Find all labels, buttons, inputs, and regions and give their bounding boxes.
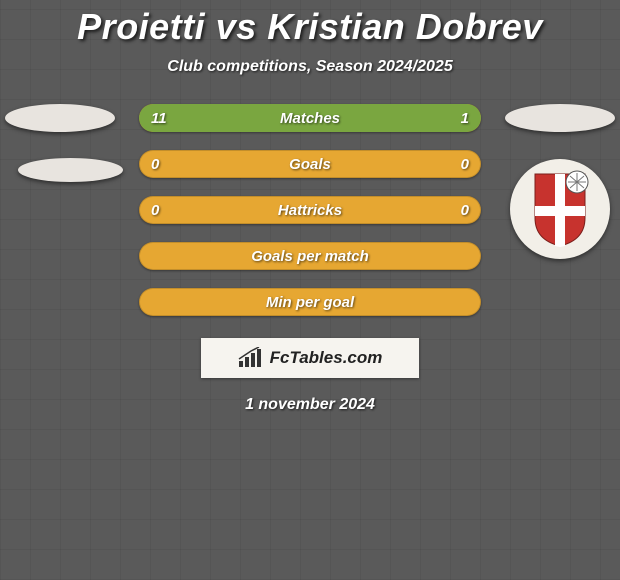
header: Proietti vs Kristian Dobrev Club competi…	[0, 0, 620, 76]
bars-icon	[238, 347, 264, 369]
stat-bars: 11 Matches 1 0 Goals 0 0 Hattricks 0 Goa…	[139, 104, 481, 316]
snapshot-date: 1 november 2024	[0, 396, 620, 414]
player-right-avatar-1	[505, 104, 615, 132]
bar-hattricks-label: Hattricks	[139, 196, 481, 224]
watermark-text: FcTables.com	[270, 348, 383, 368]
player-left-avatar-1	[5, 104, 115, 132]
bar-matches-val-right: 1	[461, 104, 469, 132]
page-subtitle: Club competitions, Season 2024/2025	[0, 58, 620, 76]
comparison-area: 11 Matches 1 0 Goals 0 0 Hattricks 0 Goa…	[0, 104, 620, 414]
bar-hattricks-val-right: 0	[461, 196, 469, 224]
watermark: FcTables.com	[201, 338, 419, 378]
club-shield-icon	[529, 170, 591, 248]
bar-mpg-label: Min per goal	[139, 288, 481, 316]
bar-matches-label: Matches	[139, 104, 481, 132]
bar-matches: 11 Matches 1	[139, 104, 481, 132]
bar-gpm-label: Goals per match	[139, 242, 481, 270]
bar-min-per-goal: Min per goal	[139, 288, 481, 316]
bar-goals-label: Goals	[139, 150, 481, 178]
bar-hattricks: 0 Hattricks 0	[139, 196, 481, 224]
bar-goals-per-match: Goals per match	[139, 242, 481, 270]
page-title: Proietti vs Kristian Dobrev	[0, 6, 620, 48]
player-left-avatar-2	[18, 158, 123, 182]
bar-goals: 0 Goals 0	[139, 150, 481, 178]
bar-goals-val-right: 0	[461, 150, 469, 178]
club-badge	[510, 159, 610, 259]
